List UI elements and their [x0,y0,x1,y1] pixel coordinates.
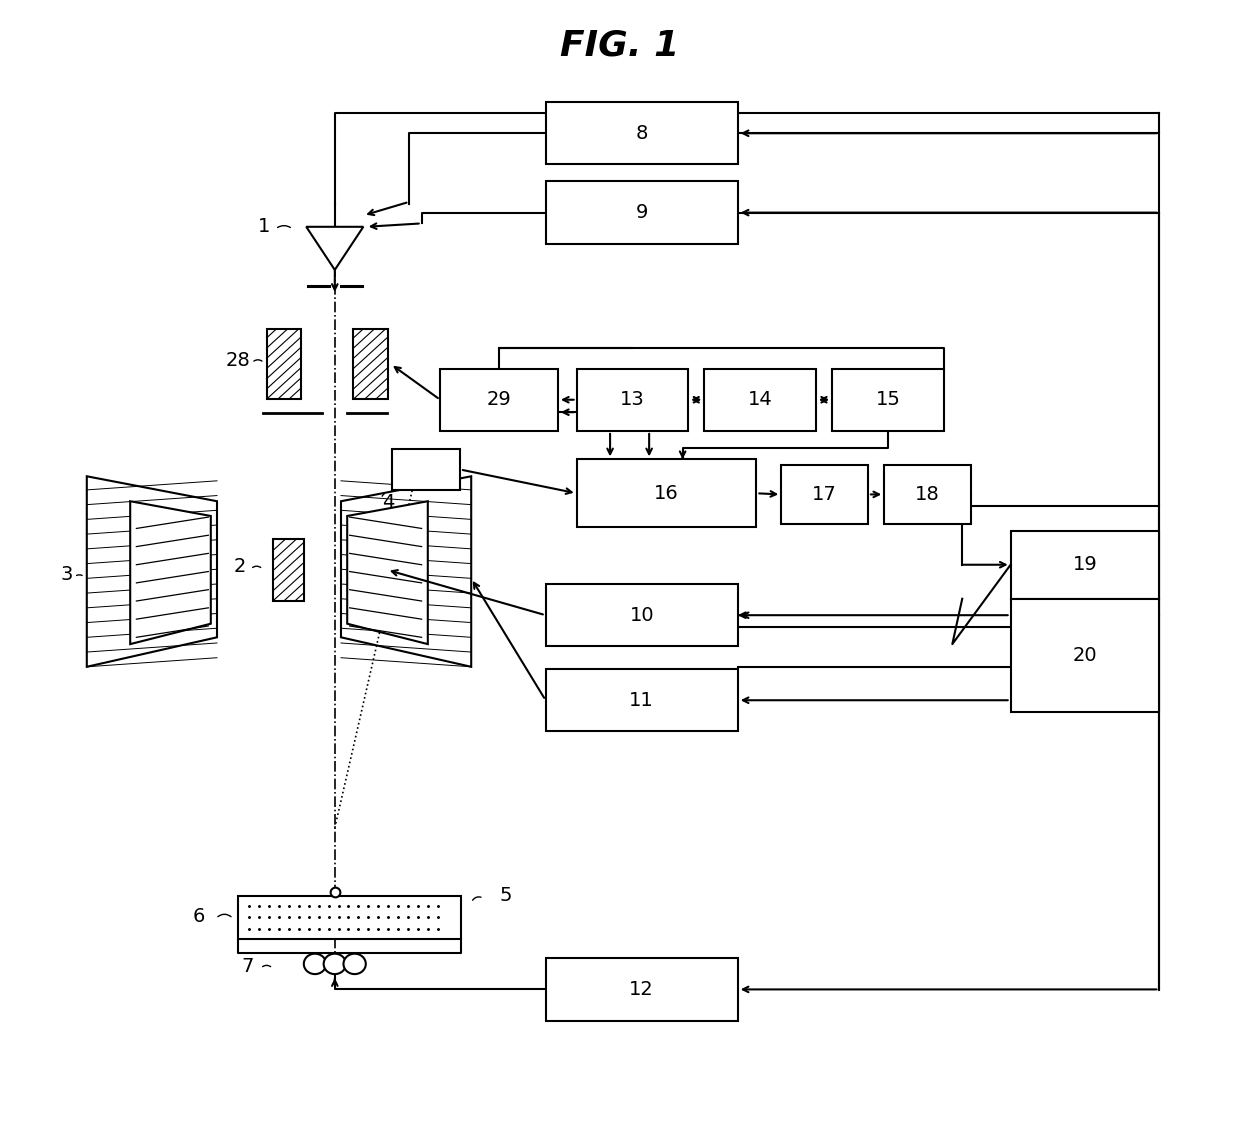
Text: 15: 15 [875,390,900,409]
Text: 9: 9 [636,203,647,222]
Bar [267,329,301,399]
Text: 20: 20 [1073,646,1097,665]
Polygon shape [87,476,217,667]
Text: 2: 2 [233,558,246,576]
Text: 10: 10 [630,606,653,625]
Text: 11: 11 [630,691,653,710]
Text: 16: 16 [655,484,678,502]
Bar [546,181,738,244]
Text: 4: 4 [382,493,394,511]
Text: 17: 17 [812,485,837,503]
Bar [577,369,688,431]
Bar [1011,531,1159,599]
Text: 1: 1 [258,218,270,236]
Bar [546,102,738,164]
Text: 18: 18 [915,485,940,503]
Bar [832,369,944,431]
Text: 19: 19 [1073,556,1097,574]
Text: 13: 13 [620,390,645,409]
Polygon shape [130,501,211,644]
Bar [546,958,738,1021]
Polygon shape [347,501,428,644]
Bar [1011,599,1159,712]
Polygon shape [306,227,363,270]
Bar [704,369,816,431]
Text: 6: 6 [192,907,205,925]
Bar [781,465,868,524]
Text: 12: 12 [630,980,653,999]
Text: 29: 29 [487,390,511,409]
Text: FIG. 1: FIG. 1 [560,28,680,62]
Text: 8: 8 [636,124,647,143]
Bar [577,459,756,527]
Bar [440,369,558,431]
Text: 5: 5 [500,887,512,905]
Text: 7: 7 [242,957,254,975]
Bar [546,584,738,646]
Circle shape [304,954,326,974]
Bar [273,539,304,601]
Bar [392,449,460,490]
Bar [353,329,388,399]
Text: 14: 14 [748,390,773,409]
Circle shape [343,954,366,974]
Text: 28: 28 [226,352,250,370]
Bar [546,669,738,731]
Bar [353,539,384,601]
Text: 3: 3 [61,566,73,584]
Bar [238,896,461,939]
Circle shape [324,954,346,974]
Bar [884,465,971,524]
Polygon shape [341,476,471,667]
